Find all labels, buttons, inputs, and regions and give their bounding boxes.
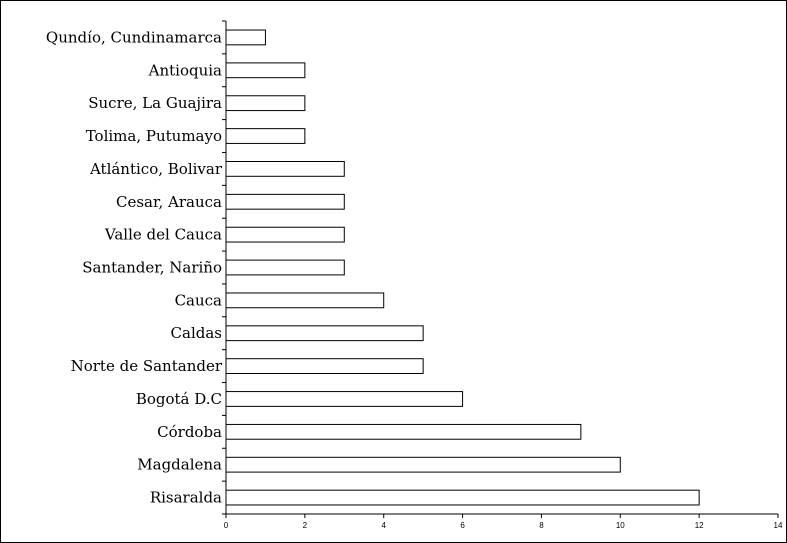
category-label: Qundío, Cundinamarca xyxy=(46,28,222,46)
category-label: Tolima, Putumayo xyxy=(86,127,222,145)
category-label: Magdalena xyxy=(137,456,222,474)
bar xyxy=(226,457,620,472)
bar xyxy=(226,424,581,439)
category-label: Bogotá D.C xyxy=(136,390,222,408)
x-tick-label: 2 xyxy=(303,521,308,530)
bar xyxy=(226,326,423,341)
category-label: Atlántico, Bolivar xyxy=(89,160,223,178)
x-tick-label: 10 xyxy=(616,521,625,530)
category-label: Santander, Nariño xyxy=(82,259,222,277)
x-tick-label: 12 xyxy=(695,521,704,530)
category-label: Norte de Santander xyxy=(71,357,223,375)
axes-group: 0 2 4 6 8 10 12 14 xyxy=(222,21,783,530)
category-label: Caldas xyxy=(171,324,222,342)
category-label: Risaralda xyxy=(150,489,222,507)
category-labels: Qundío, Cundinamarca Antioquia Sucre, La G… xyxy=(46,28,223,506)
x-tick-label: 6 xyxy=(460,521,465,530)
bar xyxy=(226,63,305,78)
category-label: Cauca xyxy=(175,291,222,309)
x-tick-label: 0 xyxy=(224,521,229,530)
bar xyxy=(226,96,305,111)
category-label: Antioquia xyxy=(148,61,222,79)
bar xyxy=(226,293,384,308)
bar xyxy=(226,194,344,209)
bar xyxy=(226,227,344,242)
category-label: Valle del Cauca xyxy=(104,226,222,244)
bar xyxy=(226,392,463,407)
bars-group xyxy=(226,30,699,505)
category-label: Cesar, Arauca xyxy=(116,193,222,211)
x-tick-label: 14 xyxy=(774,521,783,530)
bar xyxy=(226,359,423,374)
x-tick-label: 4 xyxy=(381,521,386,530)
bar xyxy=(226,30,265,45)
bar xyxy=(226,490,699,505)
category-label: Córdoba xyxy=(157,423,222,441)
bar xyxy=(226,129,305,144)
bar xyxy=(226,162,344,177)
x-tick-label: 8 xyxy=(539,521,544,530)
category-label: Sucre, La Guajira xyxy=(88,94,222,112)
bar xyxy=(226,260,344,275)
